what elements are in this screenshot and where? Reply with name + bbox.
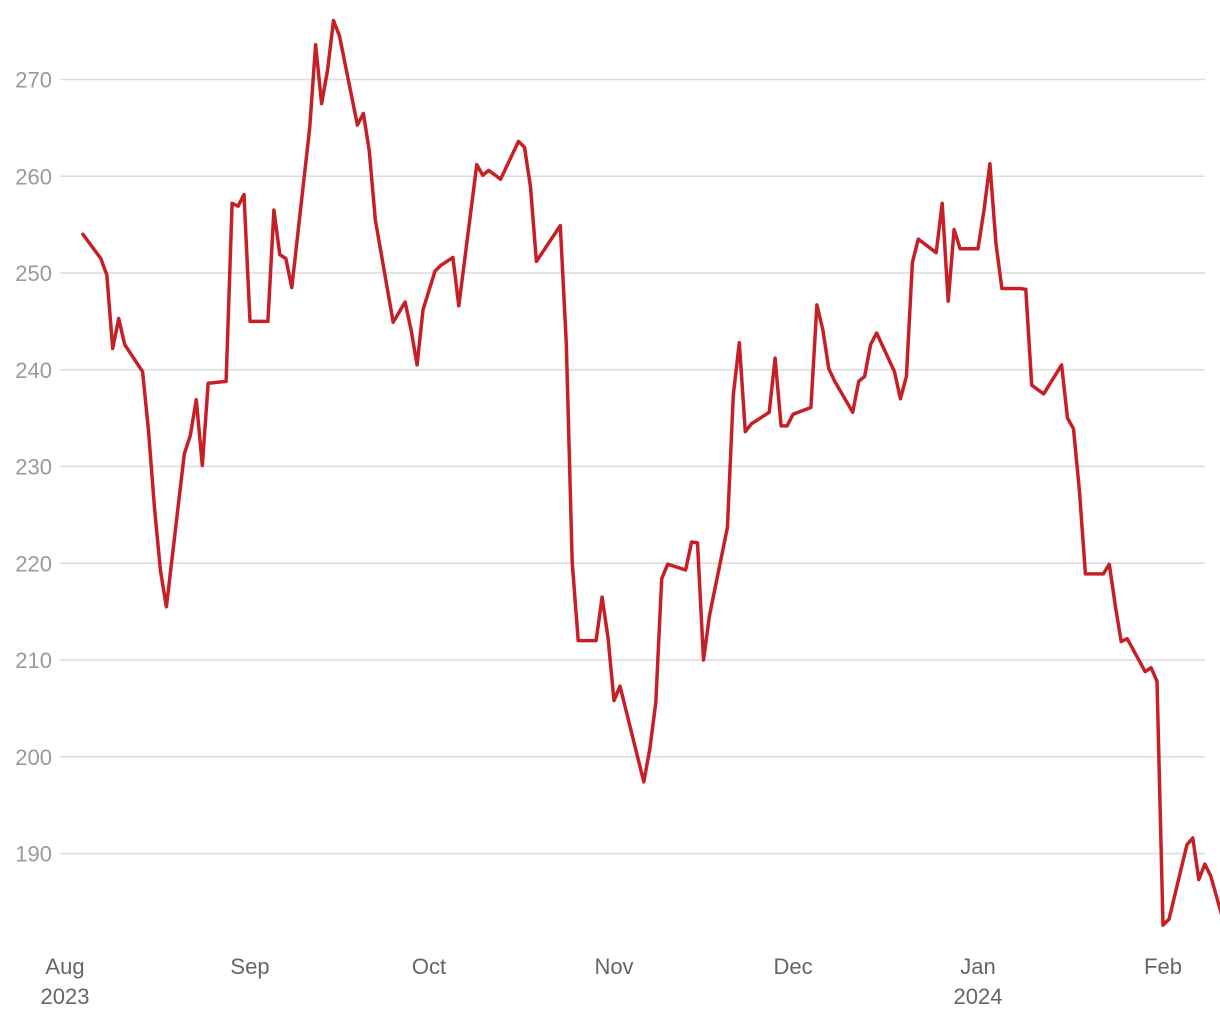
x-tick-year-label: 2023 <box>41 984 90 1009</box>
x-tick-label: Nov <box>594 954 633 979</box>
x-tick-label: Aug <box>45 954 84 979</box>
x-axis-tick-labels: Aug 2023 Sep Oct Nov Dec Jan 2024 Feb <box>41 954 1182 1009</box>
y-tick-label: 190 <box>15 842 52 867</box>
y-tick-label: 220 <box>15 551 52 576</box>
y-tick-label: 230 <box>15 455 52 480</box>
grid-lines <box>60 78 1205 855</box>
x-tick-label: Oct <box>412 954 446 979</box>
y-tick-label: 200 <box>15 745 52 770</box>
y-tick-label: 210 <box>15 648 52 673</box>
series-layer <box>81 18 1220 927</box>
y-axis-tick-labels: 190 200 210 220 230 240 250 260 270 <box>15 68 52 867</box>
y-tick-label: 250 <box>15 261 52 286</box>
y-tick-label: 260 <box>15 164 52 189</box>
x-tick-label: Dec <box>773 954 812 979</box>
x-tick-year-label: 2024 <box>954 984 1003 1009</box>
series-line <box>81 18 1220 927</box>
x-tick-label: Feb <box>1144 954 1182 979</box>
x-tick-label: Sep <box>230 954 269 979</box>
y-tick-label: 240 <box>15 358 52 383</box>
x-tick-label: Jan <box>960 954 995 979</box>
y-tick-label: 270 <box>15 68 52 93</box>
